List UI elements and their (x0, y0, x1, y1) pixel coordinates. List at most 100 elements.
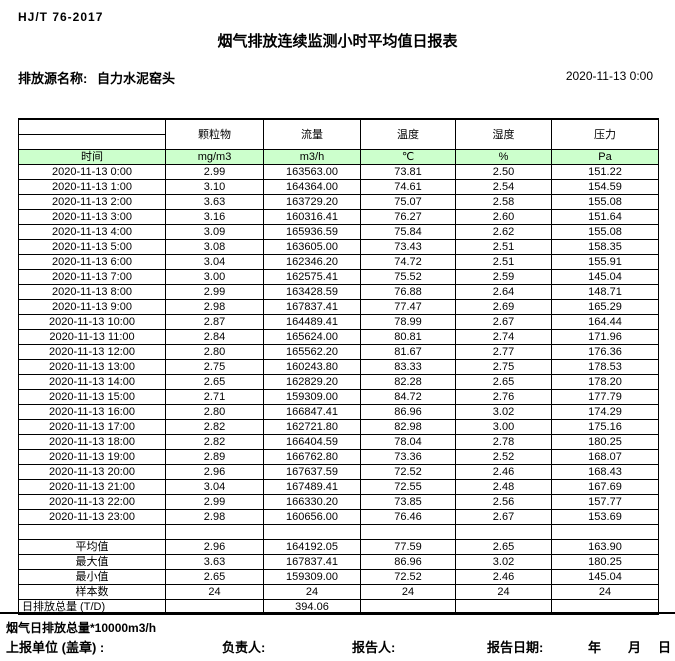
col-header-temperature: 温度 (360, 118, 456, 150)
table-row: 2020-11-13 11:00 2.84 165624.00 80.81 2.74 17… (18, 329, 659, 345)
month-label: 月 (628, 640, 642, 655)
time-cell: 2020-11-13 19:00 (18, 449, 166, 465)
summary-row: 最大值 3.63 167837.41 86.96 3.02 180.25 (18, 554, 659, 570)
value-cell: 167.69 (551, 479, 659, 495)
value-cell: 83.33 (360, 359, 456, 375)
value-cell: 2.80 (165, 344, 264, 360)
value-cell: 155.91 (551, 254, 659, 270)
value-cell: 155.08 (551, 194, 659, 210)
value-cell: 163729.20 (263, 194, 361, 210)
value-cell: 166330.20 (263, 494, 361, 510)
value-cell: 81.67 (360, 344, 456, 360)
value-cell: 151.22 (551, 164, 659, 180)
value-cell: 2.69 (455, 299, 552, 315)
value-cell: 84.72 (360, 389, 456, 405)
summary-value-cell: 24 (165, 584, 264, 600)
table-row: 2020-11-13 23:00 2.98 160656.00 76.46 2.67 15… (18, 509, 659, 525)
summary-value-cell: 159309.00 (263, 569, 361, 585)
value-cell: 160243.80 (263, 359, 361, 375)
value-cell: 3.63 (165, 194, 264, 210)
summary-value-cell: 72.52 (360, 569, 456, 585)
value-cell: 2.62 (455, 224, 552, 240)
value-cell: 162575.41 (263, 269, 361, 285)
time-cell: 2020-11-13 17:00 (18, 419, 166, 435)
value-cell: 158.35 (551, 239, 659, 255)
summary-value-cell: 167837.41 (263, 554, 361, 570)
value-cell: 2.48 (455, 479, 552, 495)
value-cell: 157.77 (551, 494, 659, 510)
table-row: 2020-11-13 22:00 2.99 166330.20 73.85 2.56 15… (18, 494, 659, 510)
time-header-cell: 时间 (18, 149, 166, 165)
table-row: 2020-11-13 12:00 2.80 165562.20 81.67 2.77 17… (18, 344, 659, 360)
summary-value-cell (551, 599, 659, 615)
unit-cell-temperature: ℃ (360, 149, 456, 165)
value-cell: 160316.41 (263, 209, 361, 225)
time-cell: 2020-11-13 22:00 (18, 494, 166, 510)
value-cell: 2.82 (165, 419, 264, 435)
value-cell: 164489.41 (263, 314, 361, 330)
value-cell: 162721.80 (263, 419, 361, 435)
value-cell: 2.58 (455, 194, 552, 210)
value-cell: 168.07 (551, 449, 659, 465)
value-cell: 2.96 (165, 464, 264, 480)
value-cell: 167837.41 (263, 299, 361, 315)
value-cell: 80.81 (360, 329, 456, 345)
summary-row: 最小值 2.65 159309.00 72.52 2.46 145.04 (18, 569, 659, 585)
value-cell: 2.52 (455, 449, 552, 465)
table-row: 2020-11-13 0:00 2.99 163563.00 73.81 2.50 151… (18, 164, 659, 180)
summary-value-cell: 3.63 (165, 554, 264, 570)
value-cell: 2.84 (165, 329, 264, 345)
report-datetime: 2020-11-13 0:00 (565, 69, 653, 83)
summary-label-cell: 平均值 (18, 539, 166, 555)
summary-value-cell: 2.46 (455, 569, 552, 585)
value-cell: 2.89 (165, 449, 264, 465)
col-header-particulate: 颗粒物 (165, 118, 264, 150)
time-cell: 2020-11-13 6:00 (18, 254, 166, 270)
value-cell: 163563.00 (263, 164, 361, 180)
empty-cell (18, 524, 166, 540)
value-cell: 78.99 (360, 314, 456, 330)
value-cell: 3.00 (455, 419, 552, 435)
value-cell: 167637.59 (263, 464, 361, 480)
summary-value-cell: 77.59 (360, 539, 456, 555)
empty-cell (455, 524, 552, 540)
summary-value-cell: 164192.05 (263, 539, 361, 555)
value-cell: 74.61 (360, 179, 456, 195)
value-cell: 76.88 (360, 284, 456, 300)
value-cell: 82.98 (360, 419, 456, 435)
col-header-pressure: 压力 (551, 118, 659, 150)
table-row: 2020-11-13 9:00 2.98 167837.41 77.47 2.69 165… (18, 299, 659, 315)
value-cell: 3.04 (165, 479, 264, 495)
value-cell: 2.75 (165, 359, 264, 375)
value-cell: 165624.00 (263, 329, 361, 345)
value-cell: 75.52 (360, 269, 456, 285)
value-cell: 73.85 (360, 494, 456, 510)
time-cell: 2020-11-13 16:00 (18, 404, 166, 420)
value-cell: 165562.20 (263, 344, 361, 360)
value-cell: 2.74 (455, 329, 552, 345)
value-cell: 3.04 (165, 254, 264, 270)
value-cell: 2.59 (455, 269, 552, 285)
time-cell: 2020-11-13 7:00 (18, 269, 166, 285)
table-row: 2020-11-13 4:00 3.09 165936.59 75.84 2.62 155… (18, 224, 659, 240)
summary-label-cell: 最小值 (18, 569, 166, 585)
value-cell: 168.43 (551, 464, 659, 480)
report-unit-label: 上报单位 (盖章) : (6, 640, 105, 655)
source-name-value: 自力水泥窑头 (97, 71, 176, 86)
value-cell: 73.36 (360, 449, 456, 465)
value-cell: 3.16 (165, 209, 264, 225)
value-cell: 78.04 (360, 434, 456, 450)
time-cell: 2020-11-13 9:00 (18, 299, 166, 315)
value-cell: 164364.00 (263, 179, 361, 195)
empty-cell (165, 524, 264, 540)
value-cell: 159309.00 (263, 389, 361, 405)
value-cell: 2.76 (455, 389, 552, 405)
footer-note: 烟气日排放总量*10000m3/h (6, 621, 157, 635)
value-cell: 3.09 (165, 224, 264, 240)
table-row: 2020-11-13 21:00 3.04 167489.41 72.55 2.48 16… (18, 479, 659, 495)
value-cell: 167489.41 (263, 479, 361, 495)
unit-cell-humidity: % (455, 149, 552, 165)
time-cell: 2020-11-13 14:00 (18, 374, 166, 390)
value-cell: 2.60 (455, 209, 552, 225)
time-cell: 2020-11-13 4:00 (18, 224, 166, 240)
